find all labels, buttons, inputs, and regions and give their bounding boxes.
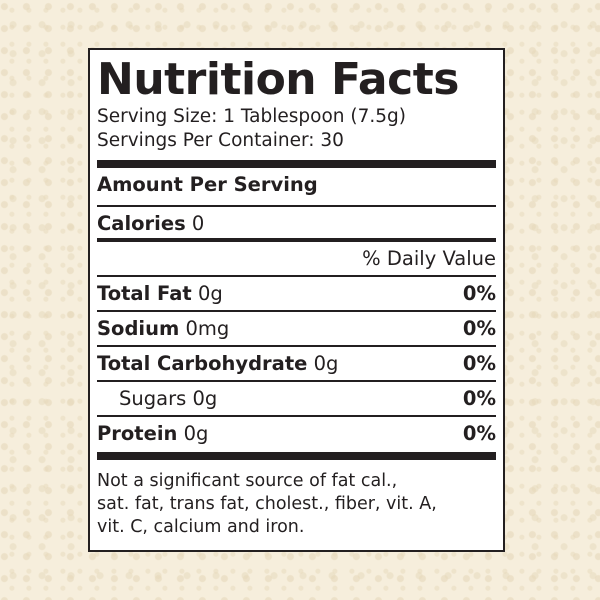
daily-value-header: % Daily Value <box>97 242 496 275</box>
nutrient-row: Protein 0g 0% <box>97 417 496 450</box>
footnote-line: sat. fat, trans fat, cholest., fiber, vi… <box>97 494 437 514</box>
nutrient-row: Sodium 0mg 0% <box>97 312 496 345</box>
divider <box>97 310 496 312</box>
servings-per-container: Servings Per Container: 30 <box>97 130 344 151</box>
nutrient-amount: 0g <box>183 422 209 445</box>
nutrient-label: Total Fat <box>97 282 192 305</box>
divider <box>97 205 496 207</box>
nutrient-daily-value: 0% <box>462 422 496 445</box>
nutrient-amount: 0g <box>313 352 339 375</box>
nutrient-row: Total Carbohydrate 0g 0% <box>97 347 496 380</box>
nutrient-row: Sugars 0g 0% <box>97 382 496 415</box>
nutrient-daily-value: 0% <box>462 317 496 340</box>
amount-per-serving: Amount Per Serving <box>97 168 496 201</box>
nutrient-daily-value: 0% <box>462 282 496 305</box>
calories-label: Calories <box>97 212 186 235</box>
serving-size: Serving Size: 1 Tablespoon (7.5g) <box>97 106 406 127</box>
footnote-line: vit. C, calcium and iron. <box>97 517 305 537</box>
divider <box>97 415 496 417</box>
divider <box>97 345 496 347</box>
divider <box>97 380 496 382</box>
calories-value: 0 <box>191 212 205 235</box>
daily-value-header-text: % Daily Value <box>362 247 496 270</box>
label-title: Nutrition Facts <box>97 54 459 105</box>
footnote-line: Not a significant source of fat cal., <box>97 471 398 491</box>
footnote: Not a significant source of fat cal., sa… <box>97 470 496 539</box>
nutrient-row: Total Fat 0g 0% <box>97 277 496 310</box>
calories-row: Calories 0 <box>97 207 496 240</box>
thick-divider <box>97 160 496 168</box>
nutrient-daily-value: 0% <box>462 352 496 375</box>
nutrition-facts-label: Nutrition Facts Serving Size: 1 Tablespo… <box>88 48 505 552</box>
nutrient-label: Total Carbohydrate <box>97 352 308 375</box>
nutrient-label: Protein <box>97 422 178 445</box>
medium-divider <box>97 238 496 242</box>
nutrient-amount: 0mg <box>185 317 230 340</box>
divider <box>97 275 496 277</box>
nutrient-label: Sodium <box>97 317 180 340</box>
nutrient-amount: 0g <box>197 282 223 305</box>
nutrient-daily-value: 0% <box>462 387 496 410</box>
amount-per-serving-text: Amount Per Serving <box>97 173 318 196</box>
nutrient-amount: 0g <box>192 387 218 410</box>
nutrient-label: Sugars <box>119 387 187 410</box>
thick-divider <box>97 452 496 460</box>
